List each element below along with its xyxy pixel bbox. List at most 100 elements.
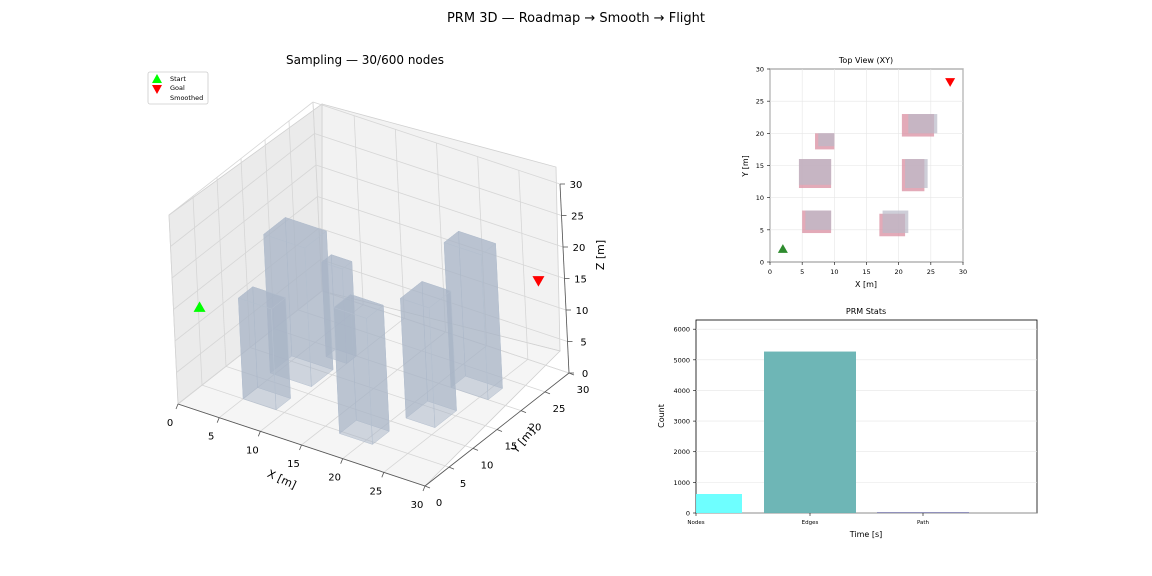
y-tick-label: 15 <box>756 162 764 170</box>
y-tick <box>448 466 455 470</box>
bar <box>764 351 856 513</box>
legend-start-marker <box>152 74 162 83</box>
ylabel-top: Y [m] <box>741 155 750 177</box>
x-tick-label: Nodes <box>687 520 704 526</box>
y-tick-label: 25 <box>756 98 764 106</box>
x-tick-label: 20 <box>895 268 903 276</box>
y-tick <box>544 391 551 395</box>
obstacle-rect <box>805 210 832 230</box>
y-tick-label: 30 <box>577 385 590 396</box>
legend-3d: Start Goal Smoothed <box>147 71 209 105</box>
obstacle-face <box>238 297 277 411</box>
x-tick-label: 15 <box>287 459 300 470</box>
x-tick <box>257 431 261 437</box>
obstacle-rect <box>798 159 832 185</box>
title-3d: Sampling — 30/600 nodes <box>286 53 444 67</box>
title-bar: PRM Stats <box>846 307 886 316</box>
tick-labels-top: 0 5 10 15 20 25 30 0 5 10 15 20 25 30 <box>756 66 967 277</box>
zlabel-3d: Z [m] <box>594 240 607 270</box>
x-tick-label: Edges <box>802 520 819 526</box>
y-tick-label: 6000 <box>673 326 690 334</box>
figure-title: PRM 3D — Roadmap → Smooth → Flight <box>447 11 705 26</box>
y-tick-label: 20 <box>529 423 542 434</box>
goal-marker-top <box>945 78 956 87</box>
obstacle-rect <box>908 114 938 134</box>
axes-top-view: Top View (XY) 0 5 10 15 20 25 30 0 5 10 15 20 25 30 X… <box>741 56 967 289</box>
grid-bar <box>696 328 1037 514</box>
y-tick-label: 10 <box>756 194 764 202</box>
grid-line <box>170 133 315 247</box>
start-marker-top <box>777 244 788 253</box>
x-tick-label: 30 <box>411 500 424 511</box>
z-tick-label: 20 <box>573 243 586 254</box>
x-tick-label: 0 <box>167 418 173 429</box>
x-tick-label: 10 <box>246 445 259 456</box>
y-tick-label: 1000 <box>673 479 690 487</box>
obstacle-rect <box>882 210 909 234</box>
x-tick-label: 25 <box>927 268 935 276</box>
y-tick-label: 20 <box>756 130 764 138</box>
legend-goal-marker <box>152 85 162 94</box>
z-tick-label: 0 <box>582 369 588 380</box>
legend-smoothed-label: Smoothed <box>170 94 203 102</box>
x-tick-label: 10 <box>830 268 838 276</box>
axes-3d: Sampling — 30/600 nodes 0 5 10 15 20 25 30 0 5 10… <box>147 53 607 511</box>
z-tick-label: 5 <box>580 338 586 349</box>
obstacle-rect <box>818 133 835 147</box>
x-tick-label: 25 <box>369 486 382 497</box>
y-tick-label: 4000 <box>673 387 690 395</box>
obstacle-rect <box>905 159 928 189</box>
z-tick-label: 30 <box>570 180 583 191</box>
y-tick <box>472 447 479 451</box>
x-tick <box>175 403 179 410</box>
bars <box>696 351 969 513</box>
grid-line <box>312 101 561 185</box>
legend-frame <box>147 71 209 105</box>
title-top: Top View (XY) <box>838 56 893 65</box>
x-tick <box>422 485 426 492</box>
legend-start-label: Start <box>170 75 186 83</box>
y-tick <box>496 429 503 432</box>
obstacle-face <box>399 281 452 309</box>
goal-marker-3d <box>532 276 545 287</box>
y-tick-label: 30 <box>756 66 764 74</box>
y-tick-label: 5 <box>760 226 764 234</box>
y-tick-label: 5 <box>460 479 466 490</box>
obstacles-3d <box>237 216 503 445</box>
axes-prm-stats: PRM Stats 0 1000 2000 3000 4000 5000 6000 Nodes… <box>657 307 1038 539</box>
y-tick-label: 15 <box>505 442 518 453</box>
x-tick-label: 20 <box>328 473 341 484</box>
obstacle-face <box>321 254 353 270</box>
y-tick-label: 3000 <box>673 418 690 426</box>
tick-labels-bar: 0 1000 2000 3000 4000 5000 6000 Nodes Edges Path <box>673 326 929 526</box>
tick-labels-3d: 0 5 10 15 20 25 30 0 5 10 15 20 25 30 0 5 10 15 20 25 30 <box>167 180 590 511</box>
xlabel-3d: X [m] <box>265 467 298 492</box>
obstacle-face <box>263 217 327 249</box>
plot-area-bar <box>695 319 1038 514</box>
y-tick-label: 2000 <box>673 448 690 456</box>
obstacle-face <box>400 298 436 429</box>
x-tick <box>340 458 344 464</box>
obstacle-face <box>333 294 384 319</box>
x-tick-label: 5 <box>208 432 214 443</box>
y-tick <box>520 410 527 414</box>
y-tick-label: 25 <box>553 404 566 415</box>
z-tick-label: 25 <box>571 212 584 223</box>
obstacle-face <box>333 307 373 445</box>
y-tick <box>424 485 431 489</box>
x-tick-label: 0 <box>768 268 772 276</box>
z-tick-label: 15 <box>574 275 587 286</box>
xlabel-top: X [m] <box>855 280 877 289</box>
x-tick <box>299 444 302 451</box>
y-tick-label: 10 <box>481 460 494 471</box>
x-tick <box>216 417 220 423</box>
x-tick-label: 5 <box>800 268 804 276</box>
xlabel-bar: Time [s] <box>849 530 883 539</box>
x-tick-label: 15 <box>862 268 870 276</box>
y-tick-label: 0 <box>686 510 690 518</box>
x-tick-label: Path <box>917 520 930 526</box>
obstacle-face <box>443 230 497 256</box>
grid-line <box>168 101 314 216</box>
legend-goal-label: Goal <box>170 84 185 92</box>
